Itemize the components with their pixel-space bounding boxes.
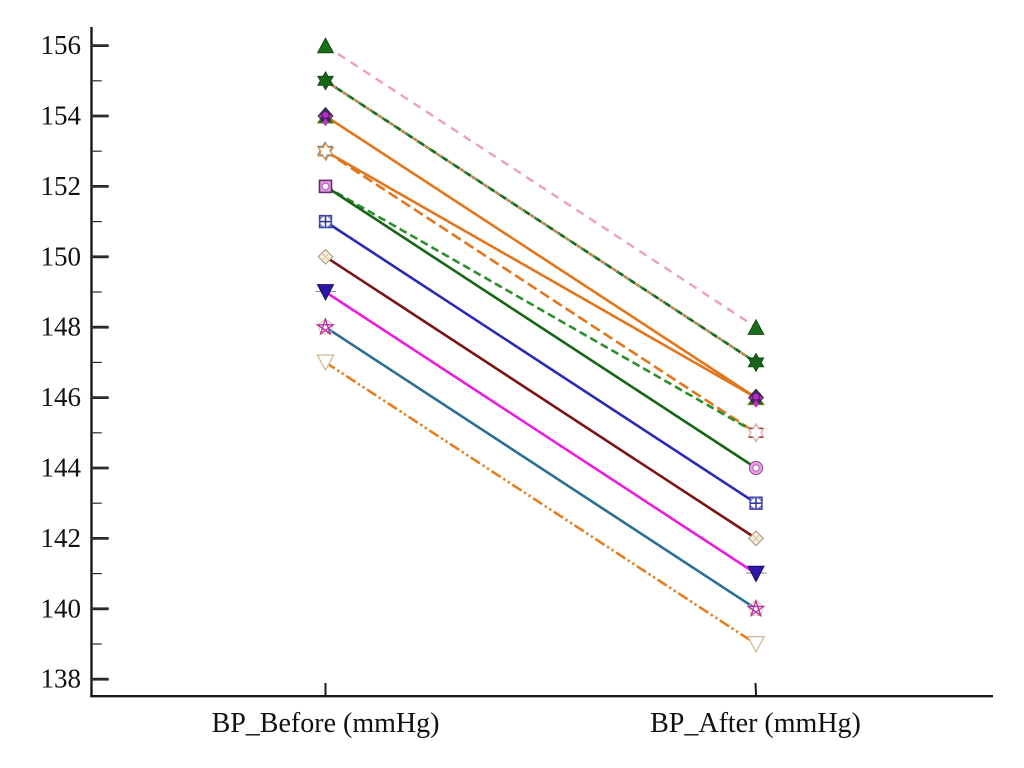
svg-text:144: 144: [41, 453, 82, 483]
svg-text:148: 148: [41, 312, 82, 342]
svg-text:BP_After (mmHg): BP_After (mmHg): [650, 708, 861, 739]
svg-text:BP_Before (mmHg): BP_Before (mmHg): [212, 708, 440, 739]
svg-text:146: 146: [41, 382, 82, 412]
svg-text:150: 150: [41, 241, 82, 271]
svg-text:140: 140: [41, 593, 82, 623]
svg-text:156: 156: [41, 30, 82, 60]
svg-text:154: 154: [41, 101, 82, 131]
svg-text:152: 152: [41, 171, 82, 201]
svg-text:138: 138: [41, 664, 82, 694]
svg-text:142: 142: [41, 523, 82, 553]
